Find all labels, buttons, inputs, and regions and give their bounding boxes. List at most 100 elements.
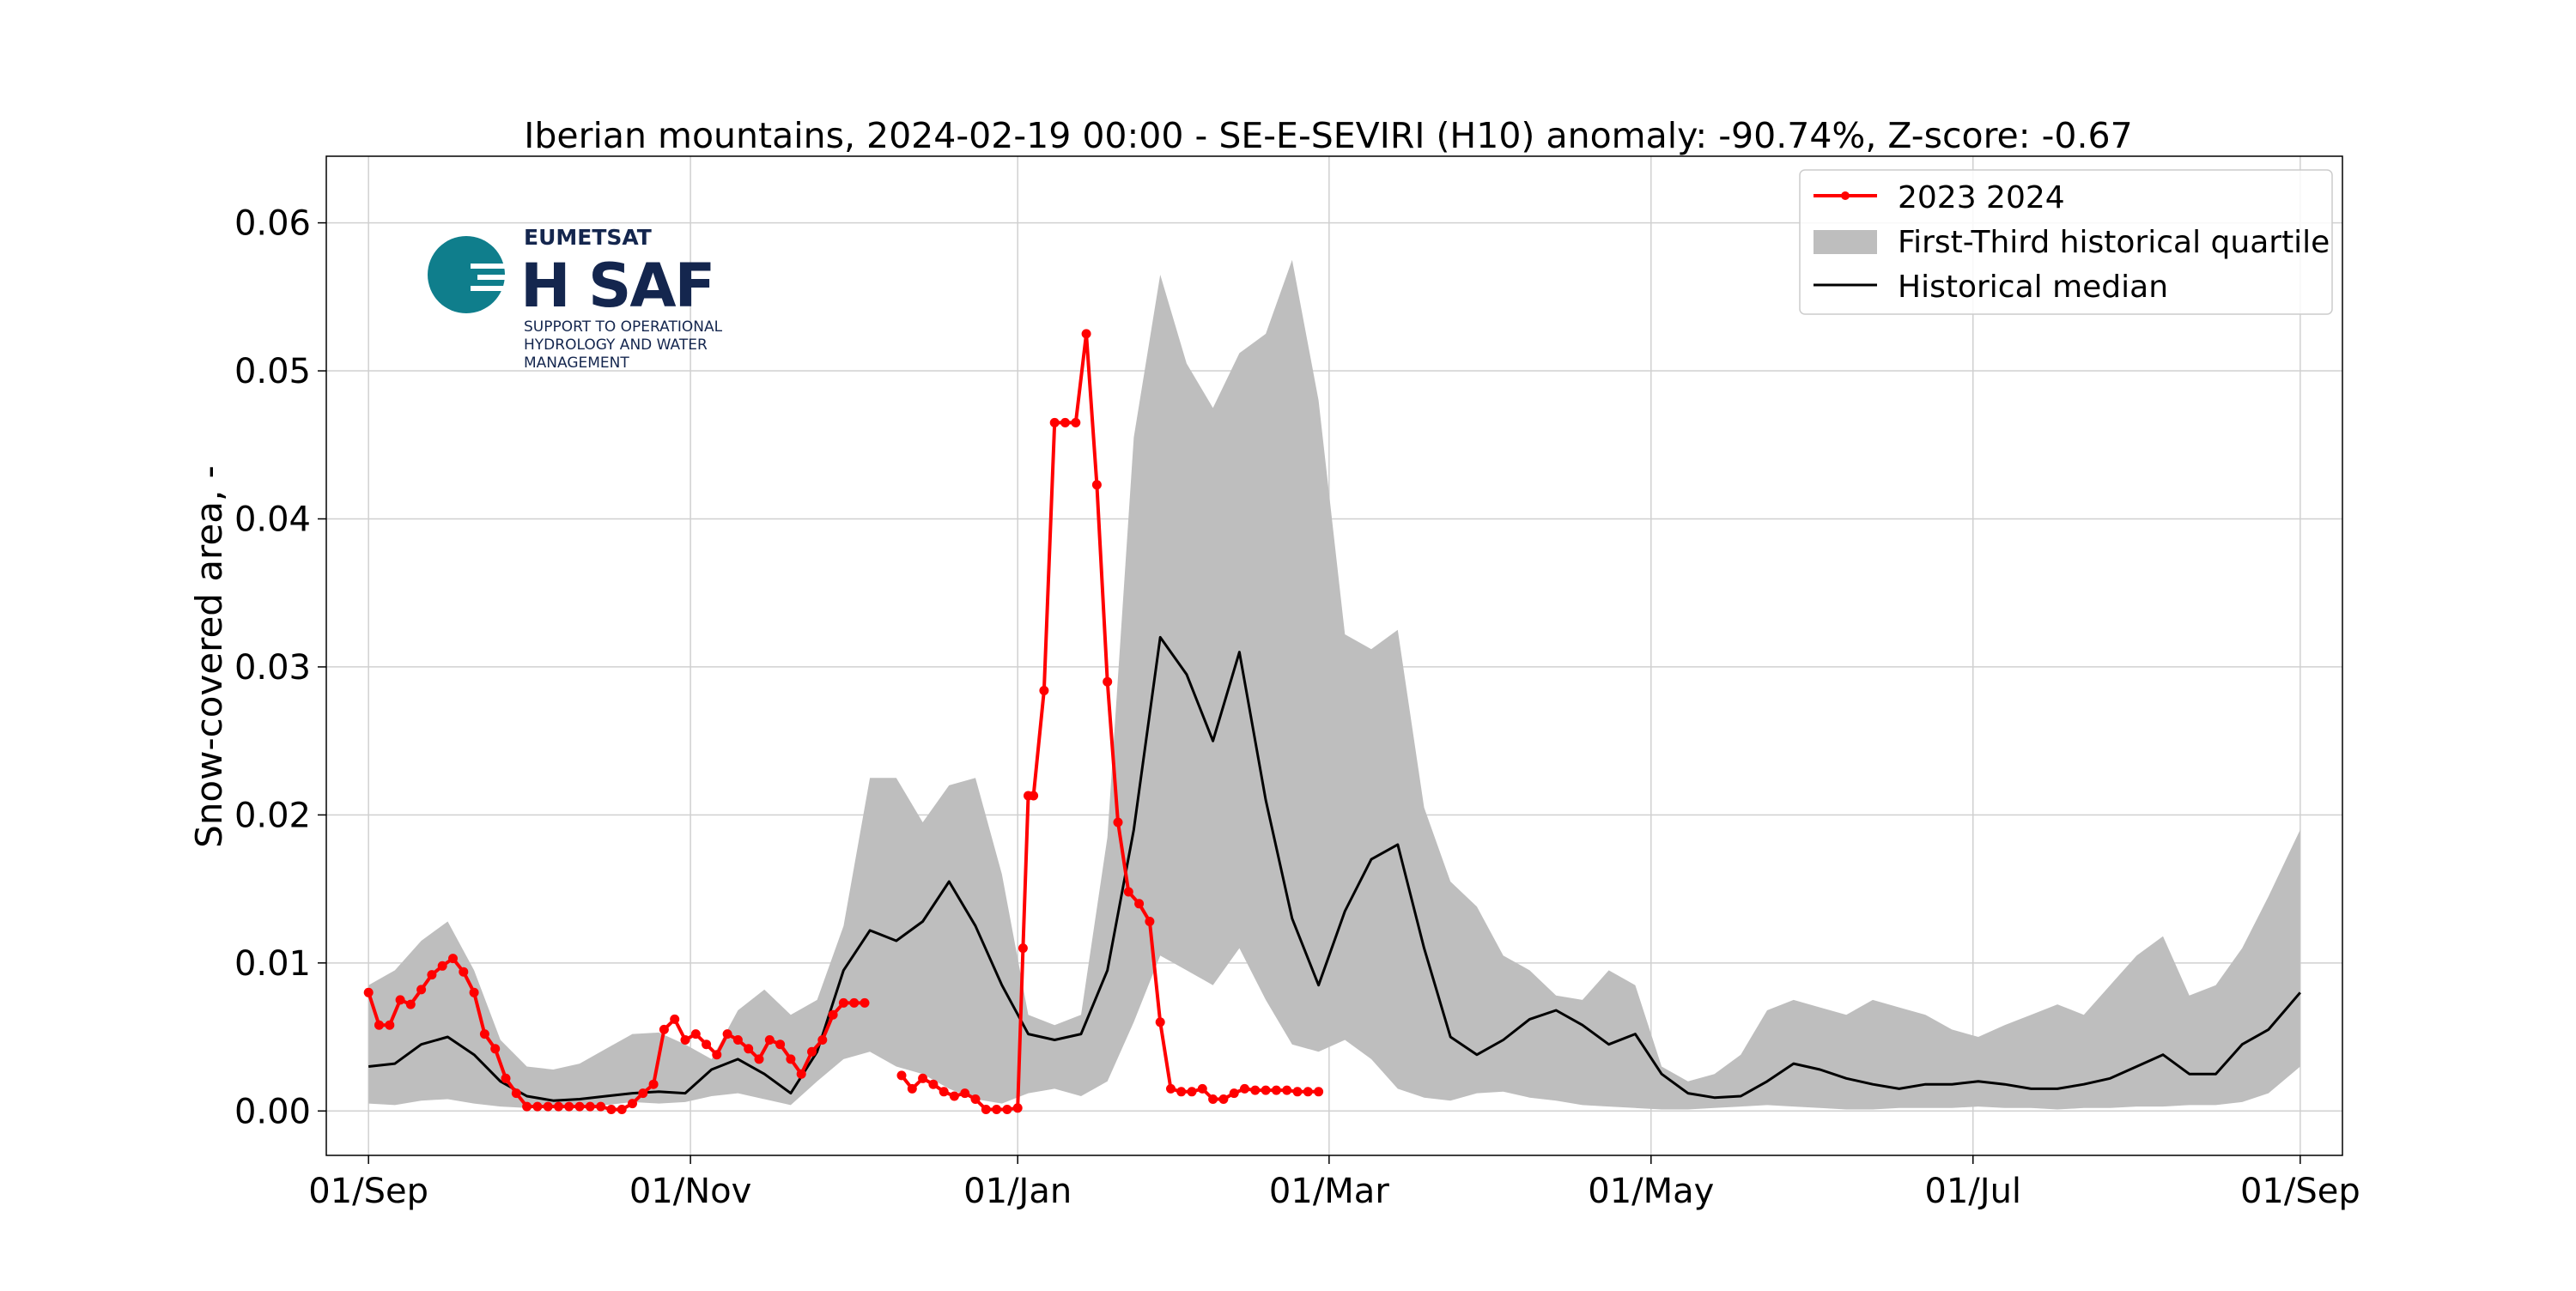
current-season-point: [1091, 480, 1102, 490]
current-season-point: [992, 1105, 1002, 1114]
x-tick-label: 01/Jan: [963, 1172, 1072, 1211]
current-season-point: [1103, 676, 1113, 687]
current-season-point: [543, 1101, 553, 1112]
current-season-point: [574, 1101, 585, 1112]
current-season-point: [732, 1035, 743, 1045]
current-season-point: [427, 970, 437, 980]
current-season-point: [1113, 817, 1123, 827]
current-season-point: [1197, 1083, 1207, 1094]
current-season-point: [617, 1105, 627, 1114]
current-season-point: [522, 1101, 532, 1112]
y-tick-label: 0.01: [234, 944, 311, 984]
current-season-point: [1218, 1094, 1229, 1104]
current-season-point: [585, 1101, 595, 1112]
current-season-point: [1261, 1085, 1271, 1095]
current-season-point: [1145, 917, 1155, 926]
current-season-point: [395, 995, 405, 1005]
current-season-point: [1060, 417, 1070, 427]
current-season-point: [469, 987, 479, 997]
y-axis-ticks: 0.00 0.01 0.02 0.03 0.04 0.05 0.06: [234, 204, 326, 1131]
legend-label: 2023 2024: [1898, 180, 2065, 215]
y-tick-label: 0.05: [234, 352, 311, 391]
current-season-point: [448, 954, 458, 964]
current-season-point: [374, 1020, 384, 1030]
current-season-point: [786, 1054, 796, 1064]
current-season-point: [532, 1101, 543, 1112]
current-season-point: [606, 1105, 617, 1114]
x-tick-label: 01/Jul: [1924, 1172, 2021, 1211]
current-season-point: [1012, 1103, 1023, 1113]
y-tick-label: 0.00: [234, 1092, 311, 1131]
current-season-point: [490, 1044, 501, 1054]
current-season-point: [828, 1009, 838, 1020]
quartile-band-layer: [368, 259, 2300, 1110]
current-season-point: [1081, 329, 1091, 339]
current-season-layer: [363, 329, 1324, 1114]
current-season-point: [1029, 791, 1039, 801]
y-tick-label: 0.03: [234, 648, 311, 688]
current-season-point: [1187, 1087, 1197, 1097]
y-axis-label: Snow-covered area, -: [188, 465, 230, 848]
current-season-point: [511, 1088, 521, 1099]
current-season-point: [960, 1088, 970, 1099]
current-season-point: [1166, 1083, 1176, 1094]
current-season-point: [1071, 417, 1081, 427]
current-season-point: [775, 1039, 786, 1050]
current-season-point: [628, 1099, 637, 1109]
hsaf-emblem-icon: [428, 236, 507, 313]
current-season-point: [817, 1035, 828, 1045]
legend-box: [1799, 169, 2333, 315]
current-season-point: [1002, 1105, 1012, 1114]
current-season-point: [907, 1083, 917, 1094]
current-season-point: [949, 1091, 959, 1101]
legend-label: First-Third historical quartile: [1898, 225, 2330, 260]
logo-tagline-line: MANAGEMENT: [524, 355, 629, 372]
y-tick-label: 0.06: [234, 204, 311, 244]
current-season-point: [1229, 1088, 1239, 1099]
logo-org-name: EUMETSAT: [524, 225, 652, 250]
current-season-point: [1292, 1087, 1303, 1097]
current-season-point: [849, 997, 860, 1008]
current-season-point: [690, 1029, 701, 1039]
current-season-point: [712, 1050, 722, 1060]
logo-tagline-line: HYDROLOGY AND WATER: [524, 336, 708, 354]
median-line-layer: [368, 635, 2301, 1102]
y-tick-label: 0.02: [234, 796, 311, 835]
x-tick-label: 01/May: [1588, 1172, 1714, 1211]
current-season-point: [479, 1029, 489, 1039]
current-season-point: [437, 961, 447, 971]
current-season-point: [670, 1014, 680, 1024]
plot-frame: [325, 155, 2343, 1156]
current-season-point: [596, 1101, 606, 1112]
current-season-point: [807, 1046, 817, 1057]
current-season-point: [928, 1079, 939, 1089]
current-season-point: [680, 1035, 690, 1045]
current-season-point: [1123, 887, 1133, 897]
current-season-point: [702, 1039, 712, 1050]
current-season-point: [1155, 1017, 1165, 1027]
current-season-point: [744, 1044, 754, 1054]
current-season-point: [1314, 1087, 1324, 1097]
current-season-point: [939, 1087, 949, 1097]
current-season-point: [501, 1073, 511, 1083]
current-season-point: [796, 1069, 806, 1079]
current-season-point: [918, 1073, 928, 1083]
current-season-point: [1282, 1085, 1292, 1095]
current-season-point: [838, 997, 848, 1008]
logo-brand: H SAF: [520, 251, 714, 321]
y-tick-label: 0.04: [234, 500, 311, 539]
current-season-point: [1018, 943, 1028, 954]
legend-label: Historical median: [1898, 270, 2168, 305]
hsaf-logo: EUMETSAT H SAF SUPPORT TO OPERATIONAL HY…: [428, 225, 723, 372]
current-season-point: [1271, 1085, 1281, 1095]
current-season-point: [1134, 899, 1145, 909]
x-tick-label: 01/Sep: [2240, 1172, 2360, 1211]
legend: 2023 2024 First-Third historical quartil…: [1799, 169, 2333, 315]
legend-swatch-quartile: [1814, 230, 1877, 254]
current-season-point: [564, 1101, 574, 1112]
current-season-point: [1049, 417, 1060, 427]
median-line: [368, 635, 2301, 1102]
current-season-point: [405, 999, 416, 1009]
